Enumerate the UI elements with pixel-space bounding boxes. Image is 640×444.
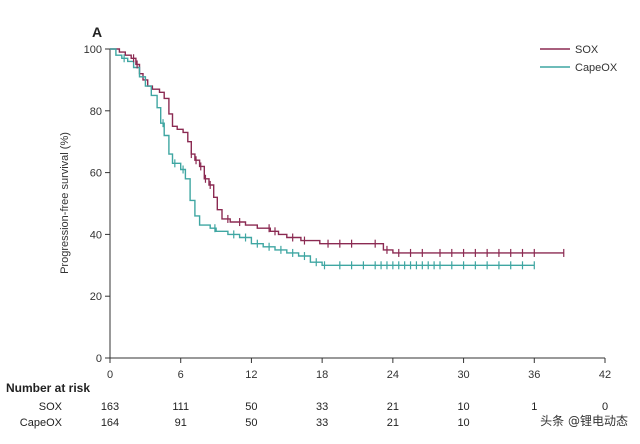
y-tick-label: 100 <box>84 44 102 56</box>
risk-value-sox: 111 <box>172 401 189 413</box>
series-line-capeox <box>110 48 535 266</box>
x-ticks: 0 6 12 18 24 30 36 42 <box>107 358 611 381</box>
x-tick-label: 12 <box>245 369 257 381</box>
risk-row-label-capeox: CapeOX <box>20 417 63 429</box>
y-ticks: 0 20 40 60 80 100 <box>84 44 110 365</box>
watermark-text: 头条 @锂电动态 <box>540 413 628 428</box>
series-line-sox <box>110 48 564 254</box>
risk-value-capeox: 10 <box>457 417 469 429</box>
risk-value-sox: 1 <box>531 401 537 413</box>
y-tick-label: 40 <box>90 229 102 241</box>
series-lines <box>110 48 564 266</box>
x-tick-label: 24 <box>387 369 399 381</box>
x-tick-label: 36 <box>528 369 540 381</box>
censor-marks <box>123 54 565 270</box>
x-tick-label: 6 <box>178 369 184 381</box>
x-tick-label: 18 <box>316 369 328 381</box>
panel-label: A <box>92 24 102 40</box>
y-tick-label: 60 <box>90 168 102 180</box>
risk-value-sox: 21 <box>387 401 399 413</box>
x-tick-label: 30 <box>457 369 469 381</box>
risk-table: Number at risk SOX CapeOX 163 111 50 33 21 10… <box>6 381 608 429</box>
risk-value-sox: 50 <box>245 401 257 413</box>
axes <box>109 49 605 359</box>
y-tick-label: 0 <box>96 353 102 365</box>
risk-value-sox: 33 <box>316 401 328 413</box>
risk-value-capeox: 50 <box>245 417 257 429</box>
risk-table-title: Number at risk <box>6 381 90 395</box>
risk-row-label-sox: SOX <box>39 401 63 413</box>
y-tick-label: 80 <box>90 106 102 118</box>
x-tick-label: 42 <box>599 369 611 381</box>
risk-value-capeox: 21 <box>387 417 399 429</box>
x-tick-label: 0 <box>107 369 113 381</box>
risk-value-sox: 0 <box>602 401 608 413</box>
legend: SOX CapeOX <box>540 44 618 74</box>
y-axis-label: Progression-free survival (%) <box>59 132 71 274</box>
risk-value-capeox: 91 <box>175 417 187 429</box>
legend-label-capeox: CapeOX <box>575 62 618 74</box>
risk-value-sox: 163 <box>101 401 119 413</box>
y-tick-label: 20 <box>90 291 102 303</box>
risk-value-sox: 10 <box>457 401 469 413</box>
risk-value-capeox: 164 <box>101 417 119 429</box>
risk-value-capeox: 33 <box>316 417 328 429</box>
legend-label-sox: SOX <box>575 44 599 56</box>
